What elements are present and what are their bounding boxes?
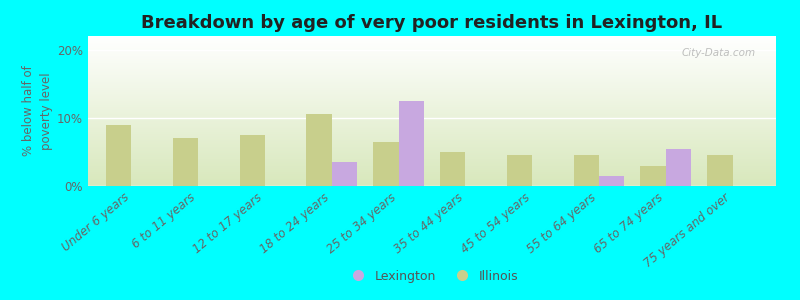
Bar [173,138,198,186]
Title: Breakdown by age of very poor residents in Lexington, IL: Breakdown by age of very poor residents … [142,14,722,32]
Legend: Lexington, Illinois: Lexington, Illinois [340,265,524,288]
Bar [332,162,357,186]
Bar [599,176,624,186]
Bar [398,101,424,186]
Bar [440,152,466,186]
Bar [240,135,265,186]
Bar [574,155,599,186]
Bar [641,166,666,186]
Bar [374,142,398,186]
Bar [398,101,424,186]
Bar [332,162,357,186]
Bar [306,114,332,186]
Bar [440,152,466,186]
Bar [240,135,265,186]
Y-axis label: % below half of
poverty level: % below half of poverty level [22,66,53,156]
Bar [106,124,131,186]
Bar [106,124,131,186]
Bar [574,155,599,186]
Text: City-Data.com: City-Data.com [682,48,755,58]
Bar [707,155,733,186]
Bar [507,155,532,186]
Bar [641,166,666,186]
Bar [666,148,691,186]
Bar [306,114,332,186]
Bar [707,155,733,186]
Bar [599,176,624,186]
Bar [173,138,198,186]
Bar [374,142,398,186]
Bar [507,155,532,186]
Bar [666,148,691,186]
